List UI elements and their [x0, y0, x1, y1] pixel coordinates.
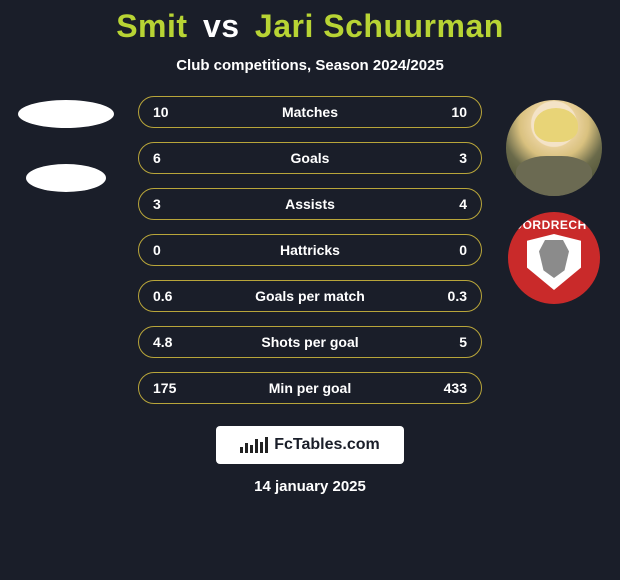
stat-left-value: 175 [153, 380, 187, 396]
club-badge-shield-icon [527, 234, 581, 290]
fctables-logo[interactable]: FcTables.com [216, 426, 404, 464]
vs-label: vs [203, 8, 240, 44]
club-badge-text: DORDRECHT [513, 218, 594, 232]
stat-row-goals: 6 Goals 3 [138, 142, 482, 174]
stat-row-hattricks: 0 Hattricks 0 [138, 234, 482, 266]
stat-right-value: 0.3 [433, 288, 467, 304]
stat-left-value: 0 [153, 242, 187, 258]
player2-club-badge: DORDRECHT [508, 212, 600, 304]
stat-label: Hattricks [280, 242, 340, 258]
page-title: Smit vs Jari Schuurman [116, 8, 504, 45]
generated-date: 14 january 2025 [254, 478, 366, 495]
stats-table: 10 Matches 10 6 Goals 3 3 Assists 4 0 Ha… [138, 96, 482, 404]
player1-club-badge-placeholder [26, 164, 106, 192]
fctables-label: FcTables.com [274, 436, 380, 454]
stat-row-assists: 3 Assists 4 [138, 188, 482, 220]
player2-avatar [506, 100, 602, 196]
stat-row-matches: 10 Matches 10 [138, 96, 482, 128]
stat-label: Assists [285, 196, 335, 212]
stat-right-value: 5 [433, 334, 467, 350]
stat-right-value: 0 [433, 242, 467, 258]
stat-row-goals-per-match: 0.6 Goals per match 0.3 [138, 280, 482, 312]
stat-row-shots-per-goal: 4.8 Shots per goal 5 [138, 326, 482, 358]
subtitle: Club competitions, Season 2024/2025 [176, 57, 444, 74]
stat-label: Shots per goal [261, 334, 358, 350]
player2-column: DORDRECHT [500, 96, 608, 304]
bars-icon [240, 437, 268, 453]
player1-name: Smit [116, 8, 187, 44]
stat-label: Goals per match [255, 288, 365, 304]
player2-name: Jari Schuurman [255, 8, 504, 44]
stat-row-min-per-goal: 175 Min per goal 433 [138, 372, 482, 404]
stat-left-value: 10 [153, 104, 187, 120]
stat-right-value: 4 [433, 196, 467, 212]
player1-avatar-placeholder [18, 100, 114, 128]
content-row: 10 Matches 10 6 Goals 3 3 Assists 4 0 Ha… [0, 96, 620, 404]
stat-left-value: 4.8 [153, 334, 187, 350]
footer: FcTables.com 14 january 2025 [216, 426, 404, 495]
stat-left-value: 6 [153, 150, 187, 166]
player1-column [12, 96, 120, 192]
stat-right-value: 10 [433, 104, 467, 120]
comparison-card: Smit vs Jari Schuurman Club competitions… [0, 0, 620, 580]
stat-label: Min per goal [269, 380, 351, 396]
stat-label: Goals [291, 150, 330, 166]
stat-right-value: 433 [433, 380, 467, 396]
stat-left-value: 3 [153, 196, 187, 212]
stat-label: Matches [282, 104, 338, 120]
stat-right-value: 3 [433, 150, 467, 166]
stat-left-value: 0.6 [153, 288, 187, 304]
